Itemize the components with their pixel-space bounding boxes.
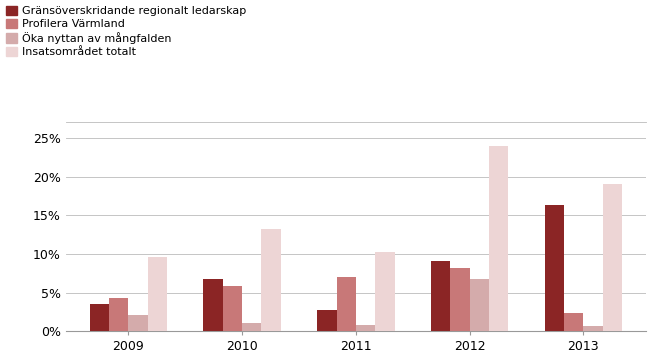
Bar (470, 279, 489, 331)
Bar (356, 325, 375, 331)
Bar (223, 286, 242, 331)
Bar (489, 145, 508, 331)
Bar (262, 229, 281, 331)
Bar (431, 261, 450, 331)
Bar (90, 304, 109, 331)
Bar (375, 252, 395, 331)
Bar (129, 315, 148, 331)
Bar (450, 268, 470, 331)
Bar (148, 257, 167, 331)
Bar (583, 326, 602, 331)
Bar (109, 298, 129, 331)
Bar (317, 310, 337, 331)
Bar (242, 324, 262, 331)
Legend: Gränsöverskridande regionalt ledarskap, Profilera Värmland, Öka nyttan av mångfa: Gränsöverskridande regionalt ledarskap, … (5, 5, 246, 57)
Bar (564, 314, 583, 331)
Bar (204, 279, 223, 331)
Bar (544, 205, 564, 331)
Bar (337, 277, 356, 331)
Bar (602, 184, 622, 331)
